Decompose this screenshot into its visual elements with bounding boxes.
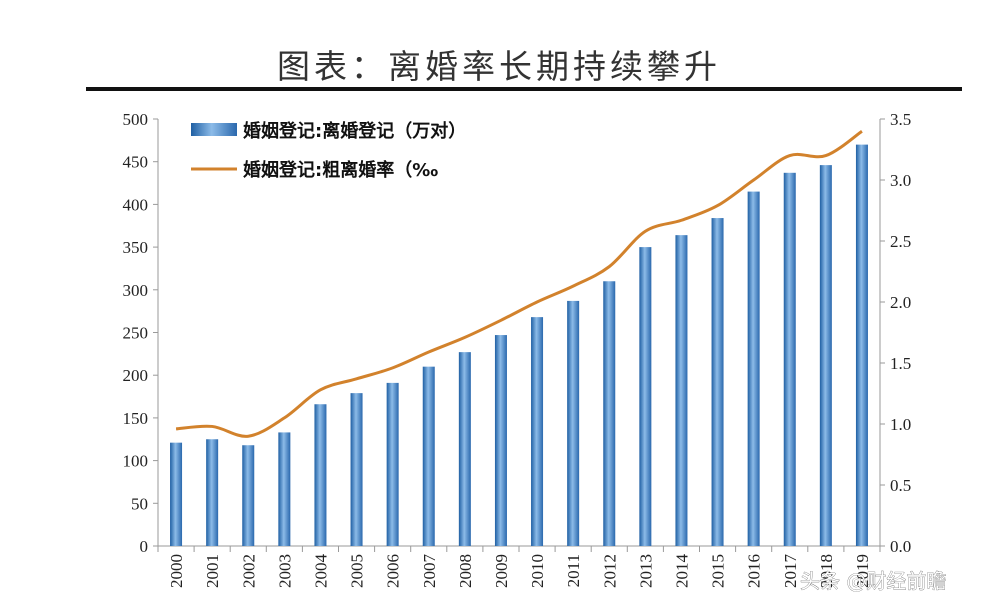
- x-tick-label: 2010: [528, 554, 547, 588]
- legend-swatch-bar: [191, 123, 237, 136]
- y-left-tick-label: 350: [123, 238, 149, 257]
- y-left-tick-label: 100: [123, 452, 149, 471]
- bar: [206, 439, 219, 546]
- bar: [314, 404, 327, 546]
- legend: 婚姻登记:离婚登记（万对） 婚姻登记:粗离婚率（‰: [191, 120, 466, 181]
- y-right-tick-label: 3.5: [890, 110, 911, 129]
- bar: [242, 445, 255, 546]
- axes: 0 50 100 150 200 250 300 350 400 450 500 0.0 0.5 1.0 1…: [123, 110, 912, 588]
- y-left-tick-label: 0: [140, 537, 149, 556]
- bar: [639, 247, 652, 546]
- y-right-tick-label: 1.5: [890, 354, 911, 373]
- y-right-tick-label: 3.0: [890, 171, 911, 190]
- bar: [170, 442, 183, 546]
- x-tick-label: 2005: [348, 554, 367, 588]
- x-tick-label: 2019: [853, 554, 872, 588]
- bar: [567, 300, 580, 546]
- y-left-tick-label: 450: [123, 153, 149, 172]
- y-right-tick-label: 1.0: [890, 415, 911, 434]
- bar-series: [170, 144, 868, 547]
- watermark: 头条 @财经前瞻: [800, 569, 946, 593]
- legend-label-line: 婚姻登记:粗离婚率（‰: [243, 159, 438, 181]
- x-tick-label: 2011: [564, 554, 583, 587]
- bar: [278, 432, 291, 546]
- bar: [675, 235, 688, 547]
- x-tick-label: 2001: [203, 554, 222, 588]
- x-tick-label: 2014: [672, 554, 691, 589]
- bar: [711, 218, 724, 546]
- bar: [783, 172, 796, 546]
- y-left-tick-label: 150: [123, 409, 149, 428]
- bar: [350, 393, 363, 546]
- x-tick-label: 2000: [167, 554, 186, 588]
- bar: [747, 191, 760, 546]
- bar: [386, 382, 399, 546]
- x-tick-label: 2012: [600, 554, 619, 588]
- y-left-tick-label: 500: [123, 110, 149, 129]
- y-left-tick-label: 200: [123, 366, 149, 385]
- title-rule: [86, 87, 962, 91]
- line-series: [175, 129, 863, 438]
- bar: [855, 144, 868, 546]
- y-left-tick-label: 250: [123, 324, 149, 343]
- chart-title: 图表：离婚率长期持续攀升: [277, 47, 721, 86]
- x-tick-label: 2009: [492, 554, 511, 588]
- y-right-tick-label: 2.0: [890, 293, 911, 312]
- x-tick-label: 2018: [817, 554, 836, 588]
- rate-line: [175, 129, 863, 438]
- bar: [603, 281, 616, 546]
- x-tick-label: 2008: [456, 554, 475, 588]
- legend-label-bar: 婚姻登记:离婚登记（万对）: [243, 120, 466, 142]
- bar: [819, 165, 832, 546]
- bar: [458, 352, 471, 546]
- y-right-tick-label: 0.0: [890, 537, 911, 556]
- x-tick-label: 2016: [745, 554, 764, 588]
- y-left-tick-label: 300: [123, 281, 149, 300]
- x-tick-label: 2017: [781, 554, 800, 589]
- x-tick-label: 2015: [709, 554, 728, 588]
- x-tick-label: 2006: [384, 554, 403, 588]
- x-tick-label: 2013: [636, 554, 655, 588]
- y-left-tick-label: 400: [123, 195, 149, 214]
- bar: [494, 335, 507, 546]
- bar: [531, 317, 544, 546]
- y-left-tick-label: 50: [131, 494, 148, 513]
- x-tick-label: 2002: [239, 554, 258, 588]
- x-tick-label: 2004: [311, 554, 330, 589]
- y-right-tick-label: 0.5: [890, 476, 911, 495]
- bar: [422, 366, 435, 546]
- y-right-tick-label: 2.5: [890, 232, 911, 251]
- x-tick-label: 2003: [275, 554, 294, 588]
- x-tick-label: 2007: [420, 554, 439, 589]
